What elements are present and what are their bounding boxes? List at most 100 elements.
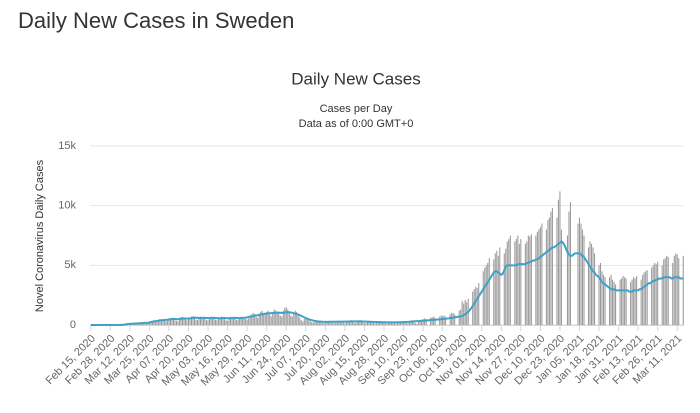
bar	[656, 264, 657, 325]
bar	[641, 280, 642, 325]
bar	[289, 313, 290, 325]
bar	[253, 313, 254, 325]
bar	[531, 234, 532, 325]
bar	[666, 256, 667, 325]
bar	[612, 280, 613, 325]
bar	[334, 323, 335, 325]
bar	[174, 320, 175, 325]
bar	[537, 232, 538, 325]
bar	[668, 257, 669, 325]
bar	[568, 212, 569, 325]
bar	[262, 311, 263, 325]
bar	[478, 283, 479, 325]
bar	[609, 277, 610, 325]
bar	[197, 320, 198, 325]
bar	[203, 318, 204, 325]
bar	[302, 321, 303, 325]
bar	[286, 307, 287, 325]
bar	[233, 318, 234, 325]
bar	[373, 323, 374, 325]
bar	[665, 258, 666, 325]
bar	[583, 236, 584, 326]
bar	[277, 312, 278, 325]
bar	[346, 323, 347, 325]
bar	[301, 320, 302, 325]
bar	[244, 318, 245, 325]
bar	[185, 320, 186, 325]
bar	[620, 280, 621, 325]
bar	[632, 280, 633, 325]
bar	[356, 322, 357, 325]
bar	[465, 300, 466, 325]
bar	[364, 323, 365, 325]
bar	[247, 320, 248, 325]
bar	[442, 316, 443, 325]
bar	[519, 244, 520, 325]
bar	[599, 265, 600, 325]
bar	[394, 323, 395, 325]
bar	[591, 244, 592, 325]
bar	[678, 258, 679, 325]
bar	[683, 256, 684, 325]
y-tick-label: 15k	[58, 140, 76, 152]
bar	[486, 265, 487, 325]
bar	[483, 271, 484, 325]
bar	[561, 230, 562, 325]
bar	[284, 308, 285, 325]
bar	[529, 237, 530, 325]
bar	[675, 253, 676, 325]
bar	[516, 239, 517, 325]
bar	[344, 323, 345, 325]
bar	[323, 323, 324, 325]
y-tick-label: 5k	[64, 259, 76, 271]
bar	[374, 323, 375, 325]
bar	[343, 323, 344, 325]
bar	[510, 236, 511, 326]
bar	[477, 288, 478, 325]
bar	[558, 200, 559, 325]
bar	[195, 320, 196, 325]
bar	[355, 323, 356, 325]
bar	[550, 212, 551, 325]
bar	[633, 277, 634, 325]
bar	[499, 247, 500, 325]
bar	[507, 241, 508, 325]
y-axis-label: Novel Coronavirus Daily Cases	[34, 159, 46, 312]
bar	[505, 249, 506, 325]
bar	[365, 323, 366, 325]
bar	[535, 236, 536, 326]
bar	[173, 320, 174, 325]
bar	[454, 314, 455, 325]
bar	[677, 255, 678, 325]
bar	[235, 318, 236, 325]
bar	[280, 315, 281, 325]
bar	[520, 239, 521, 325]
bar	[552, 208, 553, 325]
bar	[570, 202, 571, 325]
bar	[453, 313, 454, 325]
bar	[165, 321, 166, 325]
bar	[311, 322, 312, 325]
bar	[540, 227, 541, 325]
bar	[642, 275, 643, 325]
bar	[589, 241, 590, 325]
bar	[226, 320, 227, 325]
bar	[517, 236, 518, 326]
bar	[541, 224, 542, 325]
bar	[651, 268, 652, 325]
bar	[322, 323, 323, 325]
bar	[582, 230, 583, 325]
bar	[186, 320, 187, 325]
bar	[654, 263, 655, 325]
bar	[269, 314, 270, 325]
bar	[188, 319, 189, 325]
bar	[293, 313, 294, 325]
bar	[600, 263, 601, 325]
bar	[526, 241, 527, 325]
bar	[653, 265, 654, 325]
chart-subtitle-note: Data as of 0:00 GMT+0	[299, 118, 414, 130]
bar	[546, 230, 547, 325]
bar	[208, 320, 209, 325]
bar	[611, 275, 612, 325]
